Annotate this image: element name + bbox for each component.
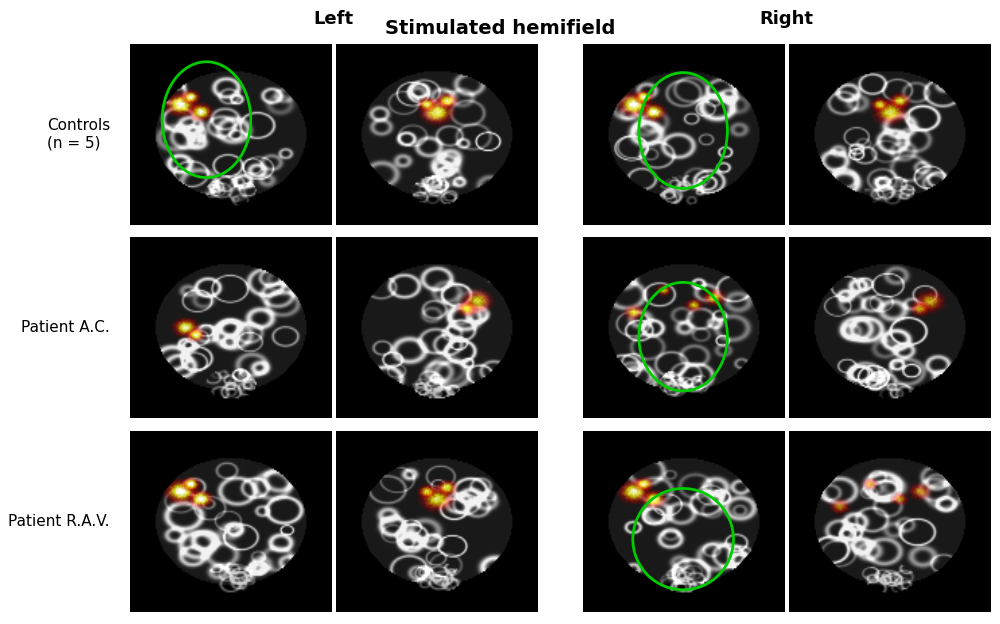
- Text: Right: Right: [759, 10, 813, 28]
- Text: Controls
(n = 5): Controls (n = 5): [47, 118, 110, 150]
- Text: Patient A.C.: Patient A.C.: [21, 320, 110, 335]
- Text: Stimulated hemifield: Stimulated hemifield: [385, 19, 615, 37]
- Text: Patient R.A.V.: Patient R.A.V.: [8, 514, 110, 529]
- Text: Left: Left: [314, 10, 354, 28]
